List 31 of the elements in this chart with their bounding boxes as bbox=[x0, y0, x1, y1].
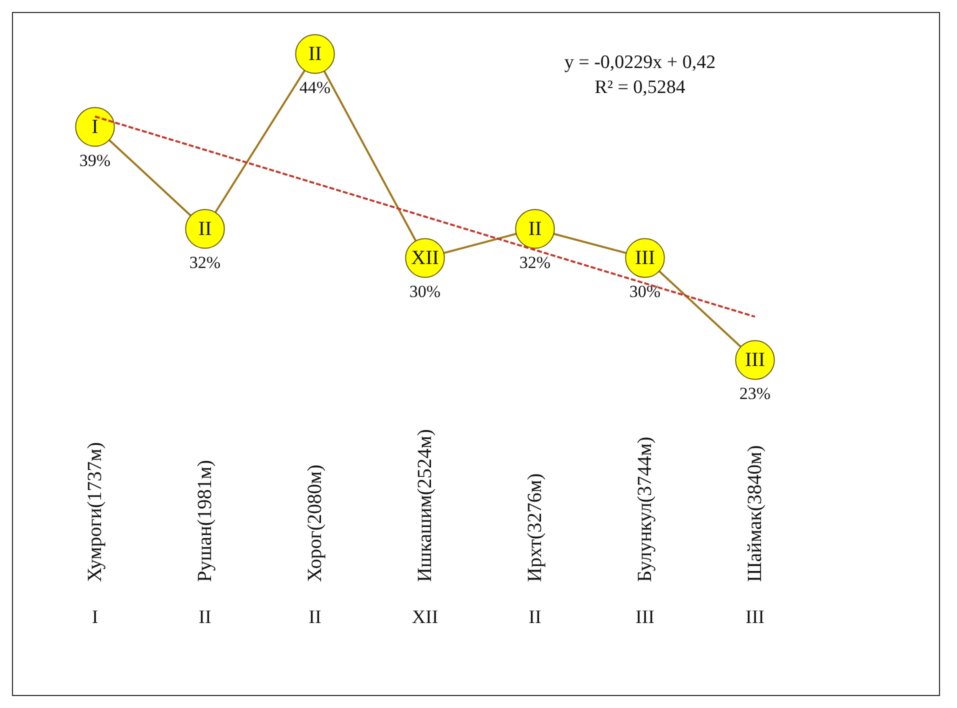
text: II bbox=[198, 607, 212, 628]
data-label: 23% bbox=[739, 384, 771, 403]
annotation: y = -0,0229x + 0,42 bbox=[564, 52, 716, 73]
x-tick-label: Шаймак(3840м) bbox=[744, 445, 766, 582]
x-tick-label: Ишкашим(2524м) bbox=[414, 429, 436, 582]
data-label: 30% bbox=[409, 282, 441, 301]
text: II bbox=[528, 607, 542, 628]
annotation: R² = 0,5284 bbox=[594, 77, 686, 98]
annotation: XII bbox=[411, 247, 439, 269]
x-tick-label: Хорог(2080м) bbox=[304, 464, 326, 582]
annotation: I bbox=[92, 116, 98, 138]
data-label: 44% bbox=[299, 78, 331, 97]
x-tick-label: Булункул(3744м) bbox=[634, 436, 656, 582]
data-label: 32% bbox=[519, 252, 551, 272]
point bbox=[75, 107, 115, 147]
text: III bbox=[746, 607, 764, 628]
annotation: II bbox=[198, 218, 212, 240]
text: I bbox=[92, 607, 98, 628]
annotation: III bbox=[635, 247, 655, 269]
text: XII bbox=[412, 607, 438, 628]
text: III bbox=[636, 607, 654, 628]
data-label: 30% bbox=[629, 282, 661, 301]
text: II bbox=[308, 607, 322, 628]
annotation: II bbox=[308, 43, 322, 65]
data-label: 32% bbox=[189, 252, 221, 272]
annotation: III bbox=[745, 349, 765, 371]
x-tick-label: Хумроги(1737м) bbox=[84, 442, 106, 582]
data-label: 39% bbox=[79, 150, 111, 170]
x-tick-label: Рушан(1981м) bbox=[194, 460, 216, 582]
x-tick-label: Ирхт(3276м) bbox=[524, 473, 546, 582]
annotation: II bbox=[528, 218, 542, 240]
